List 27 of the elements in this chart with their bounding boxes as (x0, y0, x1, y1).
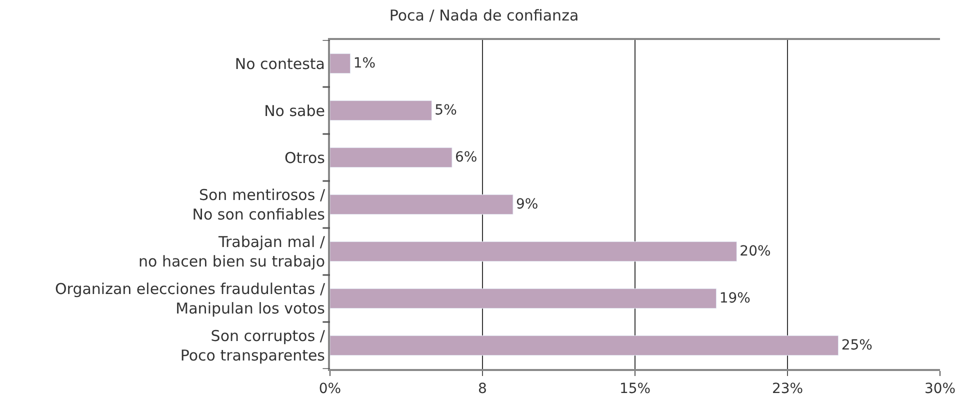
bar (330, 53, 351, 74)
bar (330, 100, 432, 121)
x-tick-label: 15% (619, 380, 651, 397)
bar (330, 147, 452, 168)
bar (330, 288, 717, 309)
y-tick-label: No sabe (264, 102, 325, 120)
y-tick-label: Son corruptos / Poco transparentes (180, 327, 326, 364)
y-tick-label: Trabajan mal / no hacen bien su trabajo (138, 233, 326, 270)
data-label: 1% (353, 56, 376, 72)
data-label: 9% (516, 196, 538, 212)
data-label: 19% (719, 290, 750, 306)
data-label: 25% (841, 338, 872, 354)
bar (330, 241, 737, 262)
data-label: 6% (455, 150, 478, 166)
x-tick-label: 0% (318, 380, 342, 397)
y-tick-label: Son mentirosos / No son confiables (192, 186, 326, 224)
data-label: 5% (434, 102, 457, 118)
x-tick-label: 8 (478, 380, 487, 397)
bar (330, 335, 839, 356)
data-label: 20% (740, 244, 771, 260)
y-tick-label: Otros (284, 148, 326, 167)
x-tick-label: 23% (772, 380, 804, 397)
chart-title: Poca / Nada de confianza (389, 6, 579, 25)
y-tick-label: No contesta (234, 54, 325, 73)
x-tick-label: 30% (924, 380, 956, 397)
bar (330, 194, 514, 215)
y-tick-label: Organizan elecciones fraudulentas / Manipulan los votos (54, 280, 326, 318)
